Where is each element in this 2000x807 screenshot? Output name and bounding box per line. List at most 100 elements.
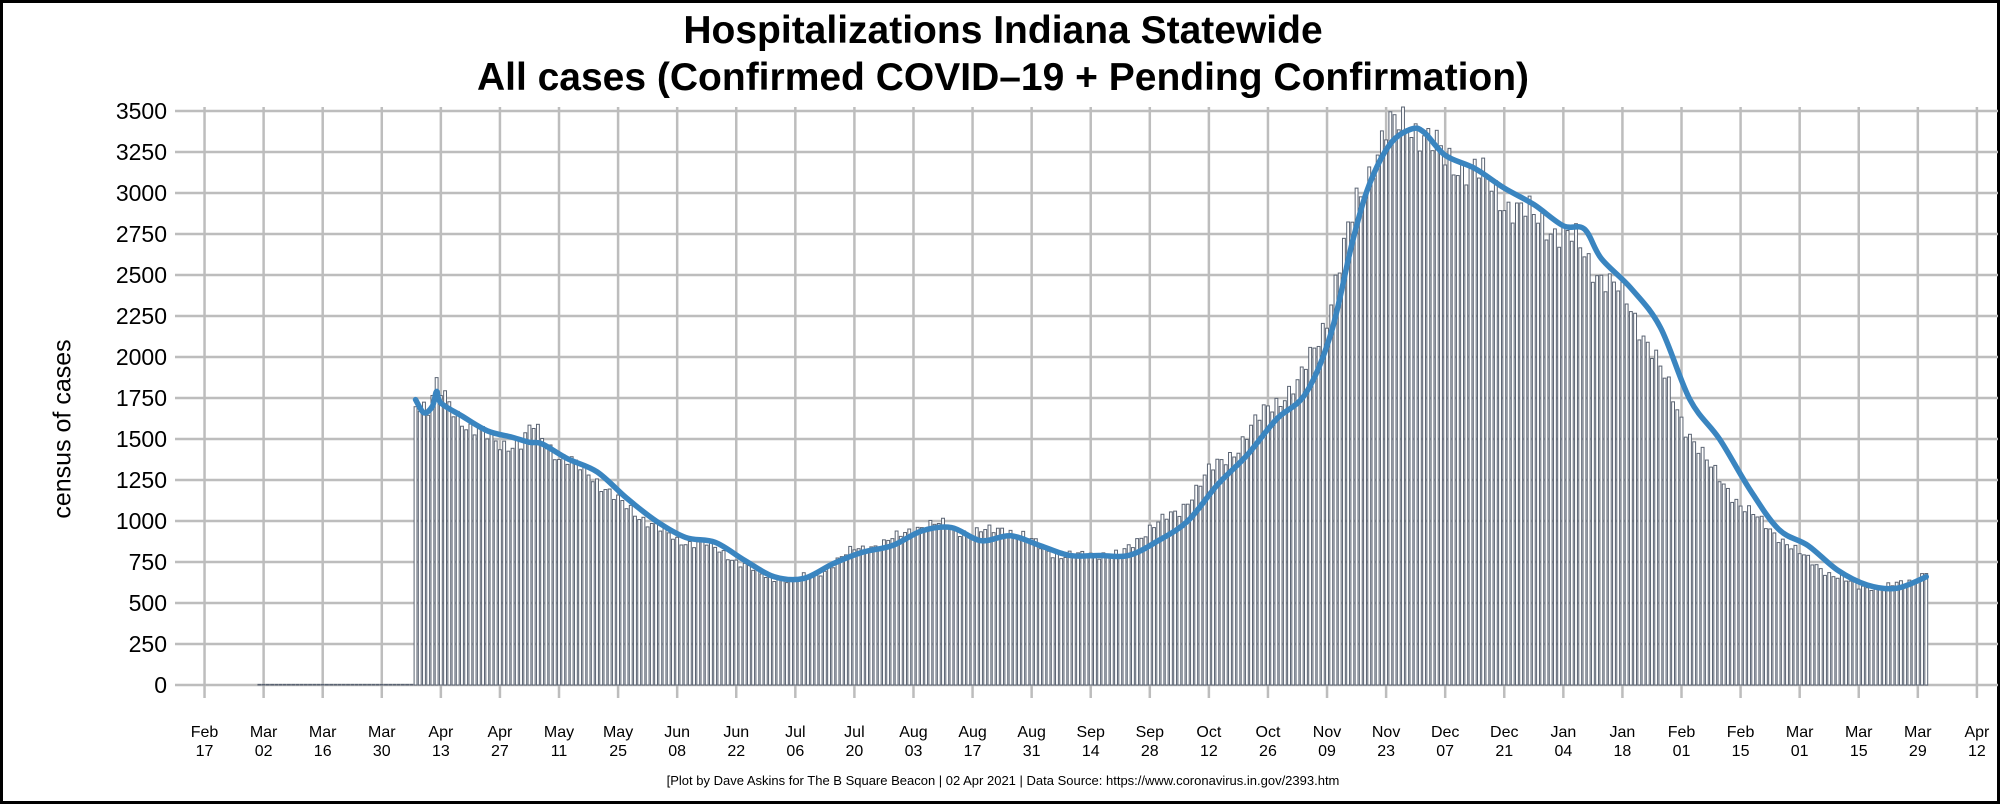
daily-bar bbox=[713, 546, 718, 686]
daily-bar bbox=[1130, 547, 1135, 686]
x-tick-day: 17 bbox=[964, 743, 982, 760]
x-tick-day: 02 bbox=[255, 743, 273, 760]
daily-bar bbox=[1485, 175, 1490, 686]
x-tick-month: Mar bbox=[368, 724, 396, 741]
daily-bar bbox=[1346, 221, 1351, 686]
x-tick-month: Jun bbox=[723, 724, 749, 741]
x-tick-day: 18 bbox=[1614, 743, 1632, 760]
daily-bar bbox=[1029, 538, 1034, 686]
x-tick-month: Jul bbox=[785, 724, 805, 741]
daily-bar bbox=[573, 459, 578, 686]
daily-bar bbox=[1181, 503, 1186, 686]
daily-bar bbox=[569, 456, 574, 686]
daily-bar bbox=[704, 544, 709, 686]
daily-bar bbox=[810, 574, 815, 686]
daily-bar bbox=[1076, 552, 1080, 686]
daily-bar bbox=[413, 406, 418, 686]
daily-bar bbox=[1641, 335, 1646, 686]
x-tick-month: Sep bbox=[1076, 724, 1105, 741]
daily-bar bbox=[1531, 214, 1536, 686]
daily-bar bbox=[1055, 552, 1059, 686]
daily-bar bbox=[1818, 568, 1823, 686]
daily-bar bbox=[1595, 275, 1600, 686]
x-tick-day: 08 bbox=[668, 743, 686, 760]
daily-bar bbox=[1202, 474, 1207, 686]
daily-bar bbox=[877, 547, 882, 686]
daily-bar bbox=[1823, 574, 1827, 686]
daily-bar bbox=[1084, 557, 1089, 686]
x-tick-month: Feb bbox=[1668, 724, 1696, 741]
daily-bar bbox=[464, 429, 469, 686]
daily-bar bbox=[1852, 581, 1857, 686]
x-tick-day: 20 bbox=[846, 743, 864, 760]
daily-bar bbox=[1367, 166, 1372, 686]
daily-bar bbox=[1316, 345, 1321, 686]
daily-bar bbox=[919, 527, 924, 686]
daily-bar bbox=[1080, 550, 1085, 686]
daily-bar bbox=[624, 508, 629, 686]
daily-bar bbox=[531, 427, 536, 686]
daily-bar bbox=[1341, 237, 1346, 686]
daily-bar bbox=[1688, 433, 1692, 686]
daily-bar bbox=[1012, 534, 1017, 686]
daily-bar bbox=[683, 544, 688, 686]
daily-bar bbox=[607, 488, 612, 686]
daily-bar bbox=[476, 427, 481, 686]
daily-bar bbox=[1742, 511, 1747, 686]
x-tick-month: Aug bbox=[958, 724, 986, 741]
daily-bar bbox=[818, 575, 823, 686]
x-tick-day: 01 bbox=[1791, 743, 1809, 760]
daily-bar bbox=[1206, 463, 1211, 686]
daily-bar bbox=[265, 683, 270, 686]
daily-bar bbox=[278, 683, 283, 686]
daily-bar bbox=[1291, 393, 1296, 686]
daily-bar bbox=[1371, 178, 1376, 686]
daily-bar bbox=[654, 523, 659, 686]
daily-bar bbox=[362, 683, 367, 686]
daily-bar bbox=[1856, 588, 1861, 686]
daily-bar bbox=[1190, 499, 1194, 686]
daily-bar bbox=[924, 529, 929, 686]
daily-bar bbox=[1232, 456, 1237, 686]
daily-bar bbox=[1329, 304, 1334, 686]
daily-bar bbox=[1021, 530, 1026, 686]
daily-bar bbox=[1257, 419, 1262, 686]
daily-bar bbox=[1861, 585, 1865, 686]
daily-bar bbox=[1228, 452, 1232, 686]
trend-line-series bbox=[412, 125, 1930, 592]
daily-bar bbox=[552, 459, 557, 686]
daily-bar bbox=[1730, 501, 1735, 686]
daily-bar bbox=[392, 683, 397, 686]
daily-bar bbox=[1662, 377, 1667, 686]
x-tick-month: Oct bbox=[1256, 724, 1281, 741]
daily-bar bbox=[557, 458, 561, 686]
daily-bar bbox=[1122, 548, 1127, 686]
daily-bar bbox=[1097, 558, 1102, 686]
daily-bar bbox=[1679, 416, 1684, 686]
daily-bar bbox=[1008, 529, 1013, 686]
daily-bar bbox=[1417, 150, 1422, 686]
daily-bar bbox=[1713, 464, 1718, 686]
daily-bar bbox=[291, 683, 296, 686]
daily-bar bbox=[535, 423, 540, 686]
daily-bar bbox=[358, 683, 363, 686]
daily-bar bbox=[911, 533, 916, 686]
daily-bar bbox=[582, 463, 587, 686]
daily-bar bbox=[1734, 498, 1739, 686]
daily-bar bbox=[1848, 580, 1853, 686]
x-tick-day: 27 bbox=[491, 743, 509, 760]
daily-bar bbox=[662, 526, 667, 686]
x-tick-day: 04 bbox=[1554, 743, 1572, 760]
daily-bar bbox=[616, 494, 621, 686]
daily-bar bbox=[337, 683, 342, 686]
daily-bar bbox=[1696, 452, 1701, 686]
x-tick-month: Jan bbox=[1610, 724, 1636, 741]
daily-bar bbox=[261, 683, 266, 686]
daily-bar bbox=[1059, 558, 1064, 686]
daily-bar bbox=[455, 410, 460, 686]
daily-bar bbox=[1152, 527, 1156, 686]
daily-bar bbox=[675, 536, 680, 686]
daily-bar bbox=[633, 515, 637, 686]
daily-bar bbox=[1430, 150, 1435, 686]
daily-bar bbox=[1156, 521, 1161, 686]
